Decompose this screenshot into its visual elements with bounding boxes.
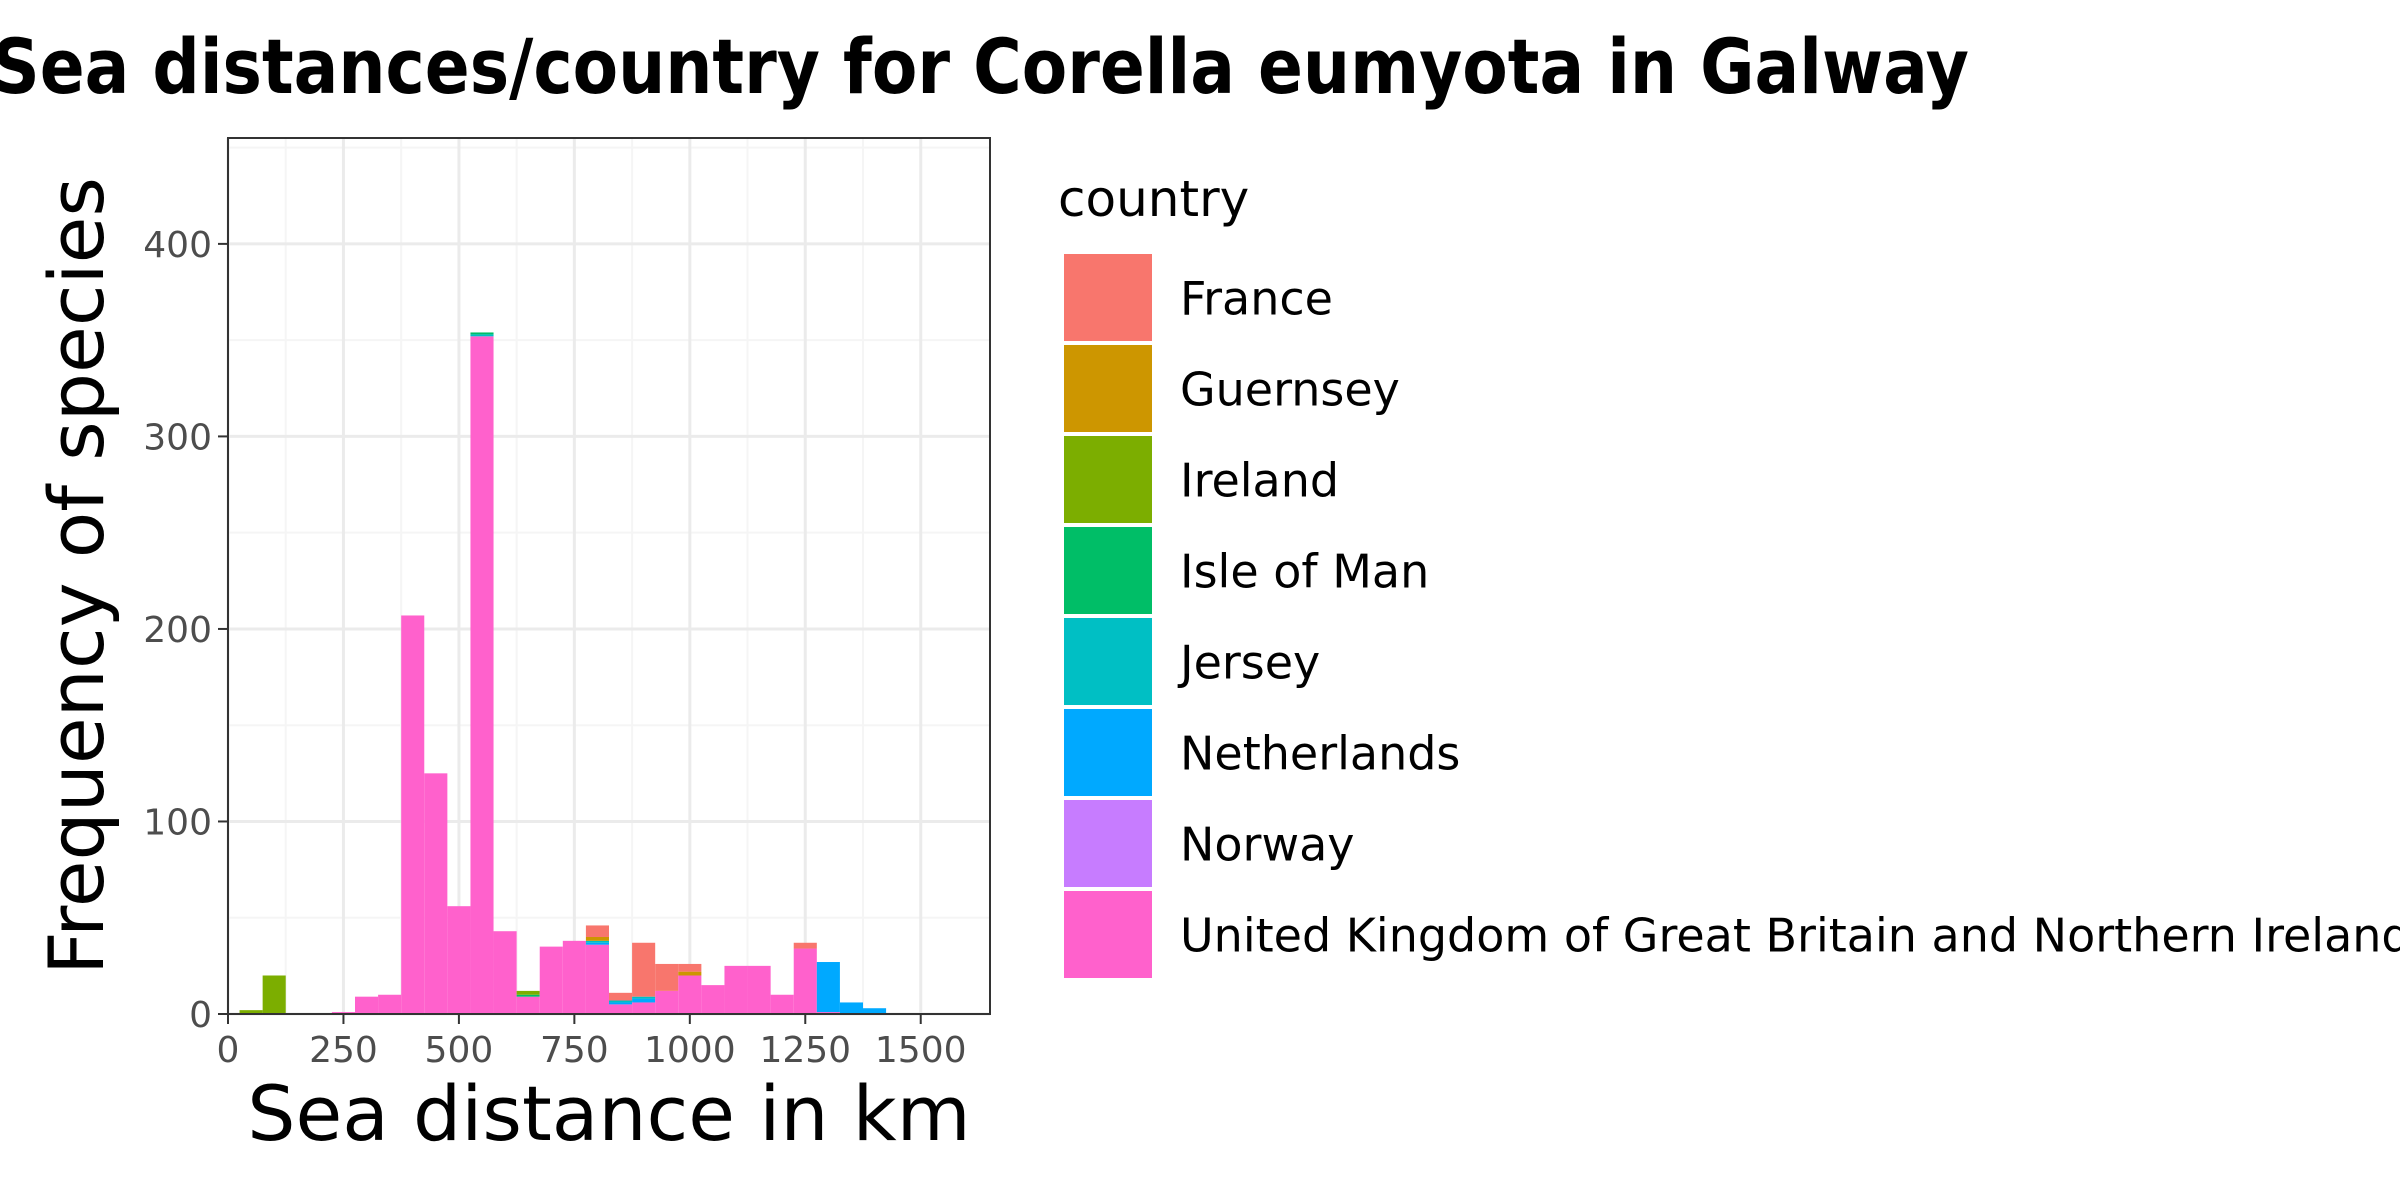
bar-segment-france [632,942,656,997]
legend-label: Jersey [1177,636,1320,690]
bar-segment-jersey [470,334,494,337]
bar-segment-jersey [632,996,656,999]
bar-segment-united-kingdom-of-great-britain-and-northern-ireland [585,944,609,1014]
bar-segment-united-kingdom-of-great-britain-and-northern-ireland [562,940,586,1014]
bar-segment-ireland [239,1010,263,1014]
y-axis-title: Frequency of species [32,177,121,975]
legend-label: Netherlands [1180,727,1460,781]
bar-segment-united-kingdom-of-great-britain-and-northern-ireland [378,994,402,1014]
bar-segment-france [609,992,633,1001]
legend-title: country [1058,170,1249,228]
bar-segment-france [655,963,679,991]
bar-segment-guernsey [585,936,609,941]
bar-segment-jersey [609,1000,633,1003]
legend-label: Ireland [1180,454,1339,508]
legend-label: Isle of Man [1180,545,1429,599]
x-tick-label: 0 [217,1030,240,1071]
bar-segment-united-kingdom-of-great-britain-and-northern-ireland [701,985,725,1014]
legend-label: France [1180,272,1333,326]
x-tick-label: 250 [309,1030,378,1071]
legend-key-swatch [1064,436,1152,523]
y-tick-label: 100 [143,802,212,843]
legend-label: Norway [1180,818,1355,872]
bar-segment-france [678,963,702,972]
bar-segment-united-kingdom-of-great-britain-and-northern-ireland [678,975,702,1014]
y-tick-label: 300 [143,417,212,458]
legend-key-swatch [1064,527,1152,614]
grid-layer [226,138,990,1016]
legend-key-swatch [1064,254,1152,341]
bar-segment-united-kingdom-of-great-britain-and-northern-ireland [516,996,540,1014]
bar-segment-netherlands [839,1002,863,1014]
bar-segment-france [585,925,609,937]
bar-segment-guernsey [678,971,702,976]
x-axis-title: Sea distance in km [247,1069,970,1158]
bar-segment-netherlands [585,942,609,945]
legend-key-swatch [1064,345,1152,432]
bar-segment-united-kingdom-of-great-britain-and-northern-ireland [447,906,471,1014]
bar-segment-united-kingdom-of-great-britain-and-northern-ireland [470,336,494,1014]
bar-segment-united-kingdom-of-great-britain-and-northern-ireland [493,931,517,1014]
bar-segment-united-kingdom-of-great-britain-and-northern-ireland [770,994,794,1014]
panel-border [227,137,991,1015]
legend-items: France Guernsey Ireland Isle of Man Jersey Ne… [1064,254,2400,978]
bar-segment-isle-of-man [470,332,494,335]
bar-segment-united-kingdom-of-great-britain-and-northern-ireland [655,990,679,1014]
legend-key-swatch [1064,618,1152,705]
x-tick-label: 1500 [875,1030,967,1071]
bar-segment-united-kingdom-of-great-britain-and-northern-ireland [724,965,748,1014]
bar-segment-united-kingdom-of-great-britain-and-northern-ireland [539,946,563,1014]
bar-segment-united-kingdom-of-great-britain-and-northern-ireland [747,965,771,1014]
bar-segment-isle-of-man [516,994,540,997]
legend-key-swatch [1064,891,1152,978]
bar-segment-ireland [262,975,286,1014]
bar-segment-ireland [516,990,540,995]
legend-key-swatch [1064,800,1152,887]
bar-segment-united-kingdom-of-great-britain-and-northern-ireland [793,948,817,1014]
bar-segment-netherlands [609,1002,633,1005]
x-tick-label: 500 [425,1030,494,1071]
y-tick-label: 0 [189,995,212,1036]
chart-title: Sea distances/country for Corella eumyot… [0,22,1969,111]
bar-segment-netherlands [863,1008,887,1014]
bar-segment-united-kingdom-of-great-britain-and-northern-ireland [609,1004,633,1014]
x-tick-label: 750 [540,1030,609,1071]
legend-label: United Kingdom of Great Britain and Nort… [1180,909,2400,963]
bar-segment-netherlands [816,962,840,1013]
bar-segment-jersey [585,940,609,943]
y-tick-label: 200 [143,610,212,651]
legend-label: Guernsey [1180,363,1400,417]
bar-segment-united-kingdom-of-great-britain-and-northern-ireland [401,615,425,1014]
y-tick-label: 400 [143,225,212,266]
x-tick-label: 1000 [644,1030,736,1071]
legend-key-swatch [1064,709,1152,796]
axes-layer: 0 250 500 750 1000 1250 1500 0 100 200 300 400 [143,225,966,1071]
legend: country France Guernsey Ireland Isle of Man… [1058,170,2400,978]
bar-segment-netherlands [632,998,656,1003]
bar-segment-united-kingdom-of-great-britain-and-northern-ireland [355,996,379,1014]
bar-segment-united-kingdom-of-great-britain-and-northern-ireland [424,773,448,1014]
x-tick-label: 1250 [759,1030,851,1071]
bar-segment-united-kingdom-of-great-britain-and-northern-ireland [632,1002,656,1014]
bar-segment-france [793,942,817,949]
bars-layer [239,332,887,1014]
